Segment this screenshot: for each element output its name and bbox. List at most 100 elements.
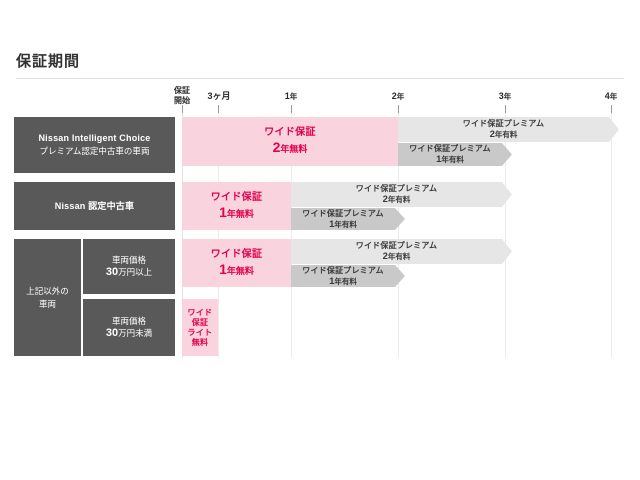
row-label-price-over-300k-line1: 車両価格 <box>111 255 146 265</box>
row-label-other-vehicles-group: 上記以外の 車両 <box>14 239 81 356</box>
gridline-3m <box>218 110 219 358</box>
row-label-price-under-300k-value: 30万円未満 <box>106 327 152 340</box>
bar-row2-premium-2y-paid: ワイド保証プレミアム 2年有料 <box>291 182 512 207</box>
gridline-4y <box>611 110 612 358</box>
bar-row3-light-title: ワイド保証プレミアム <box>355 241 438 250</box>
bar-row2-pink-duration: 1年無料 <box>219 204 254 222</box>
axis-label-4year-suffix: 年 <box>609 92 618 101</box>
row-label-price-over-300k: 車両価格 30万円以上 <box>83 239 175 294</box>
bar-row1-pink-duration: 2年無料 <box>273 139 308 157</box>
bar-row3-light-sfx: 年有料 <box>387 252 411 261</box>
row-label-nissan-intelligent-choice: Nissan Intelligent Choice プレミアム認定中古車の車両 <box>14 117 175 173</box>
bar-row4-line1: ワイド <box>187 307 213 317</box>
bar-row1-pink-title: ワイド保証 <box>264 127 316 138</box>
axis-label-4year: 4年 <box>605 91 618 102</box>
tickmark-1y <box>291 105 292 113</box>
axis-label-3months: 3ヶ月 <box>207 91 230 101</box>
gridline-1y <box>291 110 292 358</box>
bar-row4-wide-warranty-light-free: ワイド 保証 ライト 無料 <box>182 299 218 356</box>
bar-row3-pink-title: ワイド保証 <box>210 248 263 260</box>
row-label-price-over-300k-value: 30万円以上 <box>106 266 152 279</box>
axis-label-4year-num: 4 <box>604 91 610 101</box>
axis-label-warranty-start: 保証 開始 <box>174 86 190 105</box>
axis-label-3months-text: 3ヶ月 <box>207 91 231 101</box>
row-label-other-line2: 車両 <box>38 298 56 309</box>
row-label-price-under-300k-sfx: 万円未満 <box>118 328 153 338</box>
row-label-price-under-300k: 車両価格 30万円未満 <box>83 299 175 356</box>
bar-row3-pink-num: 1 <box>219 260 227 277</box>
bar-row3-light-num: 2 <box>382 251 388 262</box>
bar-row2-dark-sfx: 年有料 <box>334 219 357 229</box>
bar-row3-wide-warranty-1y-free: ワイド保証 1年無料 <box>182 239 291 287</box>
axis-label-warranty-start-line1: 保証 <box>174 86 190 95</box>
axis-label-1year-num: 1 <box>284 91 290 101</box>
title-divider <box>16 78 624 79</box>
row-label-nic-line1: Nissan Intelligent Choice <box>38 133 151 143</box>
tickmark-2y <box>398 105 399 113</box>
bar-row2-light-sfx: 年有料 <box>387 195 411 204</box>
row-label-price-over-300k-sfx: 万円以上 <box>118 267 153 277</box>
bar-row2-dark-num: 1 <box>329 218 335 230</box>
row-label-price-under-300k-line1: 車両価格 <box>111 316 146 326</box>
axis-label-2year: 2年 <box>392 91 405 102</box>
row-label-price-over-300k-num: 30 <box>105 266 119 278</box>
bar-row1-dark-num: 1 <box>436 154 442 165</box>
bar-row3-premium-1y-paid: ワイド保証プレミアム 1年有料 <box>291 265 405 287</box>
bar-row2-light-title: ワイド保証プレミアム <box>355 184 438 193</box>
row-label-ncu-line1: Nissan 認定中古車 <box>54 200 135 211</box>
tickmark-start <box>182 105 183 113</box>
bar-row4-line2: 保証 <box>191 317 209 327</box>
bar-row3-dark-sfx: 年有料 <box>334 276 357 286</box>
bar-row3-light-duration: 2年有料 <box>383 251 411 262</box>
gridline-3y <box>505 110 506 358</box>
bar-row1-pink-num: 2 <box>272 139 281 155</box>
bar-row2-light-num: 2 <box>382 194 388 205</box>
bar-row1-light-sfx: 年有料 <box>494 130 518 139</box>
bar-row2-pink-num: 1 <box>219 203 227 220</box>
tickmark-3m <box>218 105 219 113</box>
bar-row1-premium-2y-paid: ワイド保証プレミアム 2年有料 <box>398 117 619 142</box>
bar-row1-dark-title: ワイド保証プレミアム <box>409 144 491 153</box>
row-label-price-under-300k-num: 30 <box>105 327 119 339</box>
bar-row3-pink-sfx: 年無料 <box>226 265 254 276</box>
bar-row1-premium-1y-paid: ワイド保証プレミアム 1年有料 <box>398 143 512 166</box>
tickmark-4y <box>611 105 612 113</box>
bar-row2-pink-sfx: 年無料 <box>226 208 254 219</box>
bar-row4-line4: 無料 <box>191 337 209 347</box>
axis-label-2year-suffix: 年 <box>396 92 405 101</box>
bar-row2-dark-title: ワイド保証プレミアム <box>302 208 384 218</box>
bar-row1-light-title: ワイド保証プレミアム <box>462 119 545 128</box>
axis-label-1year-suffix: 年 <box>289 92 298 101</box>
bar-row1-wide-warranty-2y-free: ワイド保証 2年無料 <box>182 117 398 166</box>
row-label-other-line1: 上記以外の <box>26 285 69 296</box>
axis-label-warranty-start-line2: 開始 <box>174 95 190 105</box>
bar-row2-dark-duration: 1年有料 <box>329 219 357 230</box>
bar-row2-light-duration: 2年有料 <box>383 194 411 205</box>
bar-row1-light-duration: 2年有料 <box>490 129 518 140</box>
bar-row1-pink-sfx: 年無料 <box>280 144 308 154</box>
axis-label-3year: 3年 <box>499 91 512 102</box>
bar-row3-pink-duration: 1年無料 <box>219 261 254 279</box>
bar-row2-wide-warranty-1y-free: ワイド保証 1年無料 <box>182 182 291 230</box>
tickmark-3y <box>505 105 506 113</box>
bar-row2-pink-title: ワイド保証 <box>210 191 263 203</box>
bar-row1-light-num: 2 <box>489 129 495 140</box>
bar-row2-premium-1y-paid: ワイド保証プレミアム 1年有料 <box>291 208 405 230</box>
axis-label-1year: 1年 <box>285 91 298 102</box>
row-label-nissan-certified-used: Nissan 認定中古車 <box>14 182 175 230</box>
bar-row3-dark-duration: 1年有料 <box>329 276 357 287</box>
axis-label-3year-suffix: 年 <box>503 92 512 101</box>
bar-row3-dark-num: 1 <box>329 275 335 287</box>
axis-label-2year-num: 2 <box>391 91 397 101</box>
chart-area: 保証 開始 3ヶ月 1年 2年 3年 4年 Nissan Intelligent… <box>0 85 640 375</box>
gridline-start <box>182 110 183 358</box>
bar-row1-dark-duration: 1年有料 <box>436 154 464 165</box>
bar-row4-line3: ライト <box>187 327 213 337</box>
axis-label-3year-num: 3 <box>498 91 504 101</box>
gridline-2y <box>398 110 399 358</box>
bar-row3-premium-2y-paid: ワイド保証プレミアム 2年有料 <box>291 239 512 264</box>
bar-row1-dark-sfx: 年有料 <box>441 155 464 164</box>
bar-row3-dark-title: ワイド保証プレミアム <box>302 265 384 275</box>
page-title: 保証期間 <box>16 53 81 70</box>
